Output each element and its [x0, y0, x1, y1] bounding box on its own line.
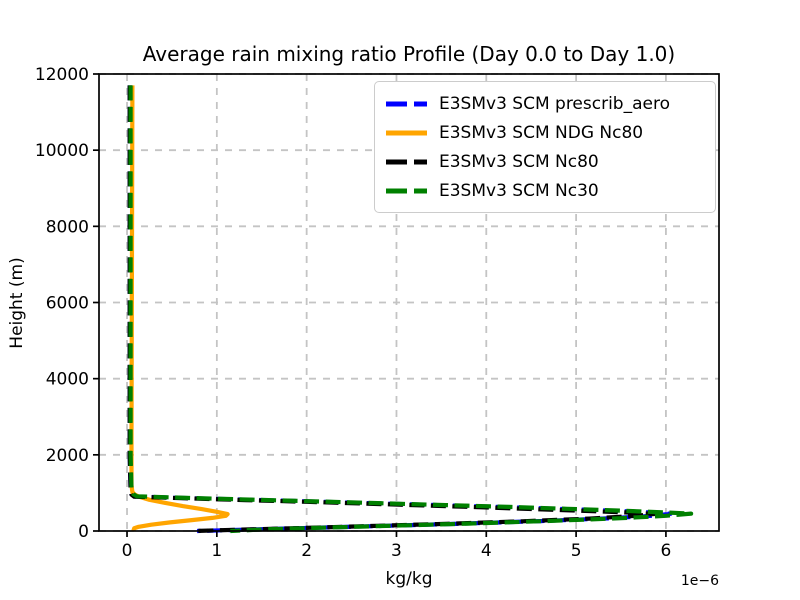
legend-line-sample-icon: [386, 188, 427, 193]
legend: E3SMv3 SCM prescrib_aero E3SMv3 SCM NDG …: [374, 81, 716, 213]
y-tick-label: 12000: [35, 65, 89, 85]
legend-label: E3SMv3 SCM prescrib_aero: [439, 93, 670, 114]
legend-label: E3SMv3 SCM NDG Nc80: [439, 122, 644, 143]
legend-label: E3SMv3 SCM Nc30: [439, 180, 599, 201]
legend-line-sample-icon: [386, 159, 427, 164]
legend-line-sample-icon: [386, 101, 427, 106]
y-tick-label: 6000: [46, 294, 89, 314]
y-axis-label: Height (m): [7, 257, 27, 349]
legend-item-ndg-nc80: E3SMv3 SCM NDG Nc80: [386, 118, 705, 147]
x-tick-label: 1: [211, 541, 222, 561]
x-tick-label: 2: [301, 541, 312, 561]
series-line-e3smv3-scm-ndg-nc80: [129, 85, 230, 532]
x-tick-label: 5: [571, 541, 582, 561]
legend-item-nc30: E3SMv3 SCM Nc30: [386, 176, 705, 205]
x-axis-offset-label: 1e−6: [680, 573, 719, 589]
legend-item-nc80: E3SMv3 SCM Nc80: [386, 147, 705, 176]
series-line-e3smv3-scm-nc30: [128, 85, 694, 534]
legend-label: E3SMv3 SCM Nc80: [439, 151, 599, 172]
chart-title: Average rain mixing ratio Profile (Day 0…: [142, 42, 676, 66]
legend-item-prescrib-aero: E3SMv3 SCM prescrib_aero: [386, 89, 705, 118]
x-tick-label: 3: [391, 541, 402, 561]
y-tick-label: 8000: [46, 217, 89, 237]
y-tick-label: 10000: [35, 141, 89, 161]
x-axis-label: kg/kg: [385, 569, 433, 589]
y-tick-label: 0: [78, 522, 89, 542]
x-tick-label: 6: [661, 541, 672, 561]
y-tick-label: 4000: [46, 370, 89, 390]
x-tick-label: 0: [122, 541, 133, 561]
y-tick-label: 2000: [46, 446, 89, 466]
legend-line-sample-icon: [386, 130, 427, 135]
x-tick-label: 4: [481, 541, 492, 561]
